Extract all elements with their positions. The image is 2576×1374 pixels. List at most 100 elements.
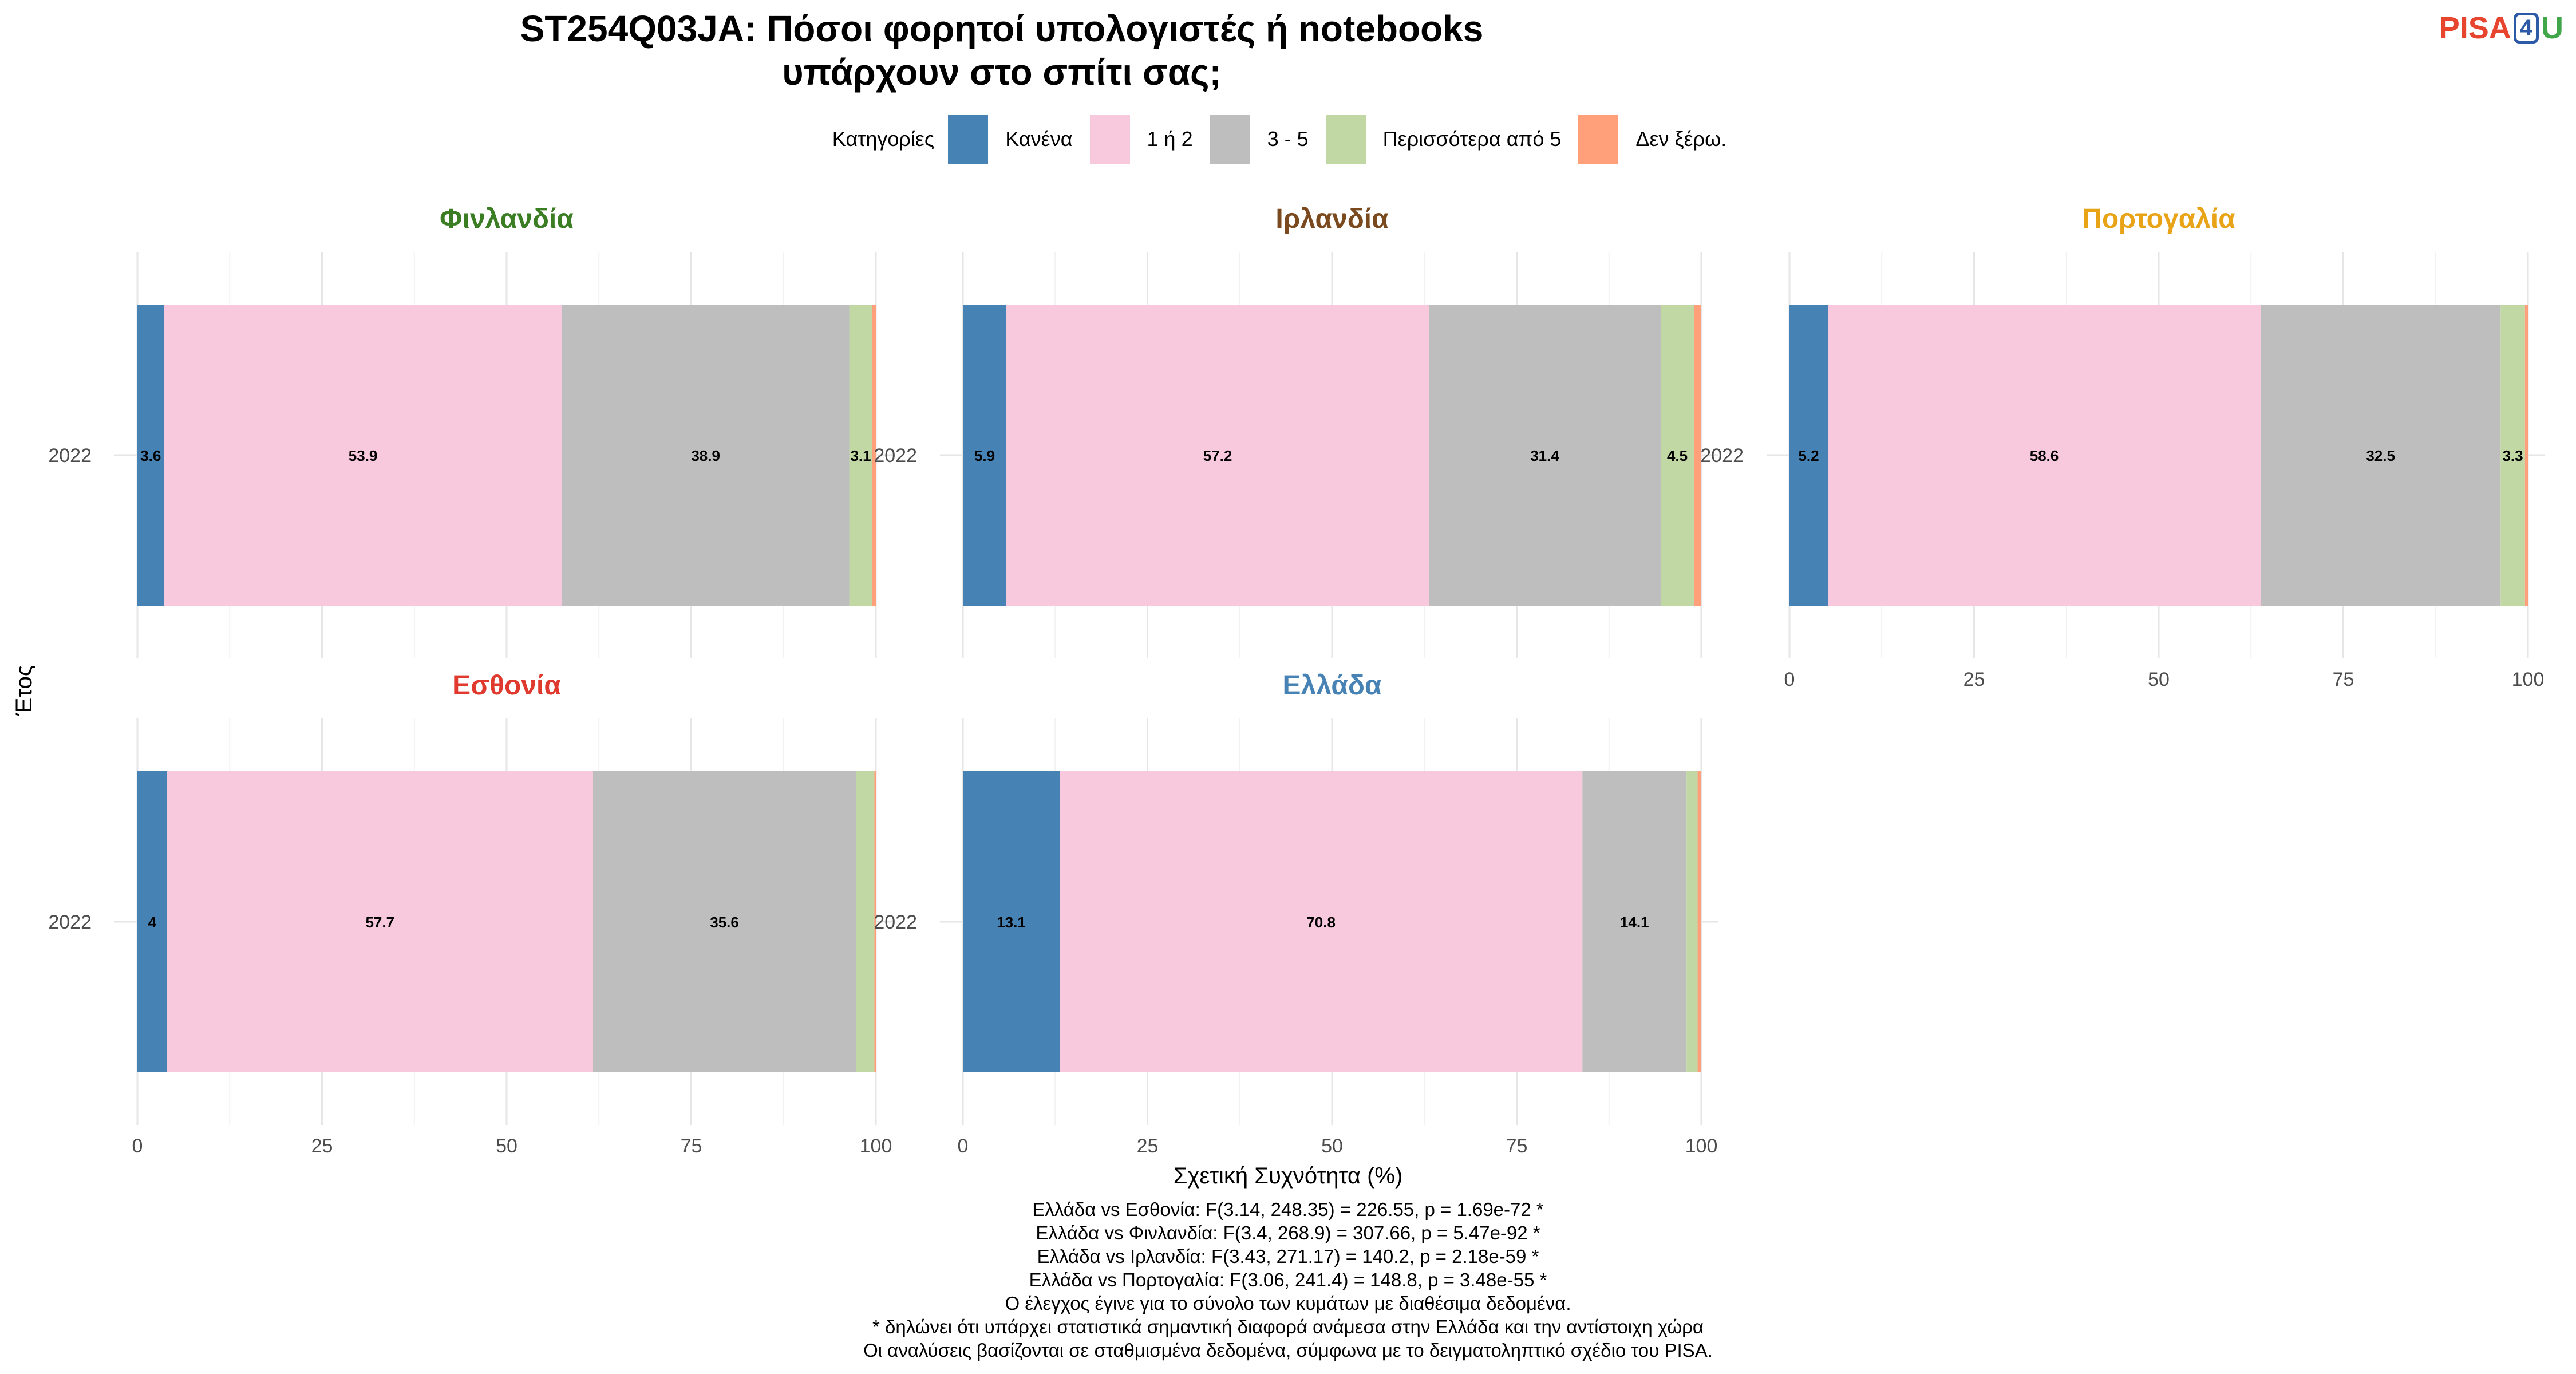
footnote-line: Οι αναλύσεις βασίζονται σε σταθμισμένα δ… — [863, 1340, 1713, 1361]
x-tick-label: 100 — [860, 1135, 892, 1157]
footnote-line: Ο έλεγχος έγινε για το σύνολο των κυμάτω… — [1005, 1293, 1571, 1314]
data-label: 58.6 — [2030, 447, 2059, 464]
x-tick-label: 25 — [311, 1135, 333, 1157]
logo-part-u: U — [2541, 11, 2563, 45]
panel-title: Πορτογαλία — [2082, 204, 2235, 234]
data-label: 38.9 — [691, 447, 720, 464]
bar-segment-1-2 — [167, 771, 593, 1072]
data-label: 57.7 — [365, 914, 394, 931]
legend-label-3-5: 3 - 5 — [1267, 127, 1309, 151]
x-tick-label: 25 — [1137, 1135, 1159, 1157]
logo-part-pisa: PISA — [2439, 11, 2511, 45]
data-label: 14.1 — [1620, 914, 1649, 931]
legend-swatch-1-2 — [1089, 114, 1130, 164]
data-label: 32.5 — [2366, 447, 2395, 464]
data-label: 70.8 — [1306, 914, 1336, 931]
bar-segment-1-2 — [164, 305, 562, 606]
footnote-line: Ελλάδα vs Φινλανδία: F(3.4, 268.9) = 307… — [1036, 1222, 1540, 1243]
bar-segment-1-2 — [1006, 305, 1429, 606]
data-label: 4 — [148, 914, 157, 931]
legend: Κατηγορίες Κανένα 1 ή 2 3 - 5 Περισσότερ… — [0, 114, 2576, 164]
x-tick-label: 50 — [2148, 669, 2170, 690]
bar-segment-none — [963, 771, 1060, 1072]
panel-title: Εσθονία — [452, 670, 561, 701]
data-label: 4.5 — [1667, 447, 1688, 464]
bar-segment-3-5 — [1428, 305, 1661, 606]
legend-title: Κατηγορίες — [832, 127, 935, 151]
x-tick-label: 25 — [1963, 669, 1985, 690]
legend-item-1-2: 1 ή 2 — [1089, 114, 1193, 164]
y-tick-label: 2022 — [1700, 445, 1744, 467]
x-tick-label: 75 — [2333, 669, 2354, 690]
data-label: 13.1 — [997, 914, 1026, 931]
x-tick-label: 100 — [1685, 1135, 1718, 1157]
x-tick-label: 50 — [496, 1135, 517, 1157]
x-tick-label: 100 — [2512, 669, 2545, 690]
bar-segment-more-than-5 — [1686, 771, 1698, 1072]
bar-segment-dont-know — [874, 771, 876, 1072]
legend-swatch-dont-know — [1578, 114, 1619, 164]
footnote-line: Ελλάδα vs Ιρλανδία: F(3.43, 271.17) = 14… — [1037, 1246, 1539, 1267]
panel-title: Ελλάδα — [1283, 670, 1382, 701]
bar-segment-dont-know — [2524, 305, 2528, 606]
y-tick-label: 2022 — [874, 445, 917, 467]
x-tick-label: 0 — [958, 1135, 969, 1157]
chart-title: ST254Q03JA: Πόσοι φορητοί υπολογιστές ή … — [520, 8, 1484, 93]
bar-segment-3-5 — [1582, 771, 1687, 1072]
bar-segment-dont-know — [1697, 771, 1701, 1072]
footnote-line: * δηλώνει ότι υπάρχει στατιστικά σημαντι… — [872, 1316, 1704, 1337]
legend-item-none: Κανένα — [948, 114, 1073, 164]
x-tick-label: 0 — [132, 1135, 143, 1157]
bar-segment-1-2 — [1059, 771, 1583, 1072]
data-label: 53.9 — [349, 447, 378, 464]
x-axis-label: Σχετική Συχνότητα (%) — [1173, 1163, 1403, 1189]
x-tick-label: 75 — [1506, 1135, 1528, 1157]
bar-segment-1-2 — [1828, 305, 2261, 606]
bar-segment-more-than-5 — [1661, 305, 1694, 606]
x-tick-label: 75 — [681, 1135, 702, 1157]
y-tick-label: 2022 — [48, 911, 92, 933]
bar-segment-3-5 — [592, 771, 856, 1072]
bar-segment-3-5 — [562, 305, 850, 606]
footnotes: Ελλάδα vs Εσθονία: F(3.14, 248.35) = 226… — [630, 1198, 1946, 1362]
bar-segment-more-than-5 — [856, 771, 875, 1072]
legend-label-none: Κανένα — [1005, 127, 1073, 151]
data-label: 35.6 — [710, 914, 739, 931]
y-axis-label: Έτος — [11, 665, 37, 716]
y-tick-label: 2022 — [48, 445, 92, 467]
legend-swatch-more-than-5 — [1325, 114, 1366, 164]
panel-title: Φινλανδία — [440, 204, 574, 234]
x-tick-label: 0 — [1784, 669, 1795, 690]
bar-segment-dont-know — [1694, 305, 1701, 606]
legend-item-dont-know: Δεν ξέρω. — [1578, 114, 1726, 164]
pisa4u-logo: PISA 4 U — [2439, 10, 2563, 46]
logo-part-4: 4 — [2513, 13, 2539, 44]
bar-segment-dont-know — [872, 305, 876, 606]
footnote-line: Ελλάδα vs Εσθονία: F(3.14, 248.35) = 226… — [1032, 1199, 1544, 1220]
bar-segment-more-than-5 — [849, 305, 872, 606]
footnote-line: Ελλάδα vs Πορτογαλία: F(3.06, 241.4) = 1… — [1029, 1269, 1547, 1290]
bar-segment-none — [137, 771, 167, 1072]
data-label: 5.9 — [974, 447, 995, 464]
bar-segment-none — [963, 305, 1007, 606]
x-tick-label: 50 — [1321, 1135, 1343, 1157]
data-label: 3.1 — [850, 447, 871, 464]
legend-swatch-3-5 — [1210, 114, 1250, 164]
legend-item-3-5: 3 - 5 — [1210, 114, 1309, 164]
panel-title: Ιρλανδία — [1275, 204, 1389, 234]
legend-item-more-than-5: Περισσότερα από 5 — [1325, 114, 1562, 164]
data-label: 3.3 — [2502, 447, 2523, 464]
legend-label-more-than-5: Περισσότερα από 5 — [1382, 127, 1562, 151]
legend-swatch-none — [948, 114, 989, 164]
legend-label-1-2: 1 ή 2 — [1147, 127, 1193, 151]
data-label: 31.4 — [1530, 447, 1559, 464]
bar-segment-none — [1789, 305, 1828, 606]
bar-segment-more-than-5 — [2500, 305, 2525, 606]
bar-segment-3-5 — [2261, 305, 2501, 606]
legend-label-dont-know: Δεν ξέρω. — [1635, 127, 1727, 151]
data-label: 3.6 — [140, 447, 161, 464]
data-label: 57.2 — [1203, 447, 1232, 464]
data-label: 5.2 — [1798, 447, 1819, 464]
y-tick-label: 2022 — [874, 911, 917, 933]
